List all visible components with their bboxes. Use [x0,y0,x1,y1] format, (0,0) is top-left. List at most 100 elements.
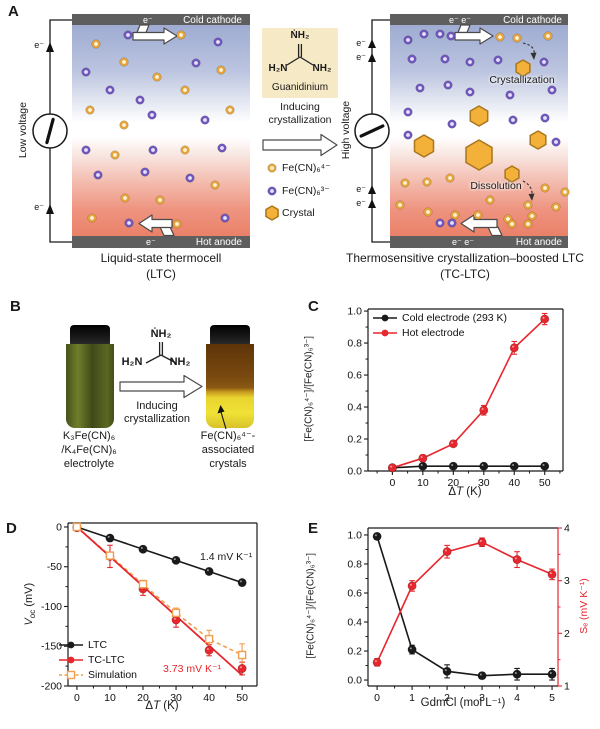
guanidinium-nh2-right: NH₂ [169,356,191,368]
xlabel-t: T [153,700,161,712]
dissolution-arrowhead-icon [528,193,535,201]
svg-text:2: 2 [444,692,450,704]
tc-electron-label: e⁻ [356,38,366,48]
line-circle-marker-icon [59,641,83,648]
crystals-vial [206,344,254,428]
xlabel-unit: (K) [463,486,482,498]
ylabel-sub: oc [28,609,37,619]
svg-text:0.4: 0.4 [347,617,362,629]
legend-entry-hot-electrode: Hot electrode [372,325,507,340]
electron-flow-tail [159,226,175,237]
tc-cold-cathode-label: Cold cathode [503,15,562,26]
chart-d-legend: LTC TC-LTC Simulation [58,637,137,682]
tc-caption-line1: Thermosensitive crystallization–boosted … [346,251,584,265]
legend-entry-tc-ltc: TC-LTC [58,652,137,667]
svg-text:-150: -150 [41,641,62,653]
left-vial-cap [70,325,110,345]
svg-text:3: 3 [479,692,485,704]
ltc-voltmeter-needle [45,117,55,145]
crystallization-arrowhead-icon [530,52,537,60]
svg-text:4: 4 [564,523,570,535]
legend-label: Cold electrode (293 K) [402,311,508,324]
svg-text:0: 0 [389,477,395,489]
chart-c-ylabel: [Fe(CN)₆⁴⁻]/[Fe(CN)₆³⁻] [303,335,315,442]
ylabel-v: V [22,618,35,626]
left-vial-caption-line1: K₃Fe(CN)₆ [62,430,116,442]
chart-panel-d: 0 10 20 30 40 50 0 -50 -100 -150 -200 [41,521,258,704]
xlabel-unit: (K) [160,700,179,712]
crystal-pointer-line [220,411,227,430]
legend-label: LTC [88,638,108,651]
svg-text:2: 2 [564,628,570,640]
right-vial-caption-line2: associated [201,444,255,456]
legend-label: Simulation [88,668,138,681]
line-circle-marker-icon [373,314,397,321]
ltc-caption-line2: (LTC) [146,267,176,281]
svg-text:0.6: 0.6 [347,587,362,599]
guanidinium-h2n-left: H₂N [121,356,143,368]
tc-electron-label: e⁻ [356,184,366,194]
tc-electron-arrow-icon [368,199,376,208]
svg-text:0: 0 [74,692,80,704]
guanidinium-name-label: Guanidinium [271,82,329,93]
svg-text:-100: -100 [41,601,62,613]
chart-d-ylabel: Voc (mV) [23,559,37,649]
tc-electron-label: e⁻ [356,52,366,62]
legend-label: TC-LTC [88,653,125,666]
tc-electron-arrow-icon [368,39,376,48]
right-vial-caption-line1: Fe(CN)₆⁴⁻- [200,430,256,442]
svg-text:50: 50 [236,692,248,704]
tc-hot-anode-label: Hot anode [515,237,562,248]
electron-flow-arrow-icon [460,214,498,233]
legend-entry-ltc: LTC [58,637,137,652]
line-circle-marker-icon [59,656,83,663]
ltc-caption-line1: Liquid-state thermocell [100,251,222,265]
right-vial-cap [210,325,250,345]
ltc-slope-annotation: 1.4 mV K⁻¹ [200,551,253,563]
svg-text:0.0: 0.0 [347,675,362,687]
svg-text:4: 4 [514,692,520,704]
guanidinium-h2n-left: H₂N [268,63,288,74]
svg-text:-50: -50 [47,561,62,573]
svg-text:0.2: 0.2 [347,434,362,446]
svg-text:0.0: 0.0 [347,466,362,478]
chart-e-ylabel-right: Sₑ (mV K⁻¹) [577,578,590,634]
svg-text:0.2: 0.2 [347,646,362,658]
single-bond [145,354,162,364]
chart-d-xlabel: ΔT (K) [102,700,222,713]
single-bond [286,56,301,66]
svg-text:50: 50 [539,477,551,489]
tc-voltmeter-needle [359,124,385,138]
svg-text:30: 30 [170,692,182,704]
dashed-square-marker-icon [59,670,83,679]
svg-text:0: 0 [56,521,62,533]
tc-electron-label: e⁻ [356,198,366,208]
ltc-electron-arrow-bottom-icon [46,204,54,214]
panel-a-illustration [32,19,570,243]
svg-text:0.4: 0.4 [347,402,362,414]
electrolyte-vial [66,344,114,428]
chart-e-ylabel-left: [Fe(CN)₆⁴⁻]/[Fe(CN)₆³⁻] [305,552,317,659]
guanidinium-box [262,28,338,98]
legend-label: Hot electrode [402,326,465,339]
svg-text:-200: -200 [41,681,62,693]
ltc-electron-arrow-top-icon [46,42,54,52]
single-bond [160,354,177,364]
chart-panel-e: 0 1 2 3 4 5 0.0 0.2 0.4 0.6 0.8 1.0 1 2 3 4 [347,523,570,705]
guanidinium-nh2-top: ṄH₂ [150,328,172,340]
guanidinium-nh2-top: ṄH₂ [290,30,310,41]
ltc-hot-electrode-bar [72,236,250,248]
tc-ltc-slope-annotation: 3.73 mV K⁻¹ [163,663,222,675]
legend-crystal-label: Crystal [282,207,315,219]
svg-text:20: 20 [447,477,459,489]
chart-e-xlabel: GdmCl (mol L⁻¹) [420,697,506,709]
tc-bar-electron-label: e⁻ e⁻ [452,237,475,247]
svg-text:3: 3 [564,575,570,587]
tc-electron-arrow-icon [368,53,376,62]
left-vial-caption-line2: /K₄Fe(CN)₆ [61,444,117,456]
ltc-bar-electron-label: e⁻ [146,237,156,247]
legend-ferrocyanide-label: Fe(CN)₆⁴⁻ [282,162,331,174]
legend-ferricyanide-label: Fe(CN)₆³⁻ [282,185,330,197]
guanidinium-nh2-right: NH₂ [312,63,332,74]
panel-label-c: C [308,298,319,315]
